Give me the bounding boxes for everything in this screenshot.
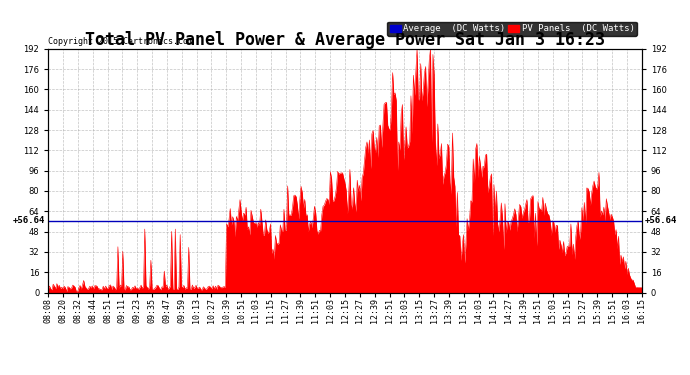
Text: +56.64: +56.64 [644,216,677,225]
Text: Copyright 2015 Cartronics.com: Copyright 2015 Cartronics.com [48,38,193,46]
Title: Total PV Panel Power & Average Power Sat Jan 3 16:23: Total PV Panel Power & Average Power Sat… [85,31,605,49]
Legend: Average  (DC Watts), PV Panels  (DC Watts): Average (DC Watts), PV Panels (DC Watts) [387,22,637,36]
Text: +56.64: +56.64 [13,216,46,225]
